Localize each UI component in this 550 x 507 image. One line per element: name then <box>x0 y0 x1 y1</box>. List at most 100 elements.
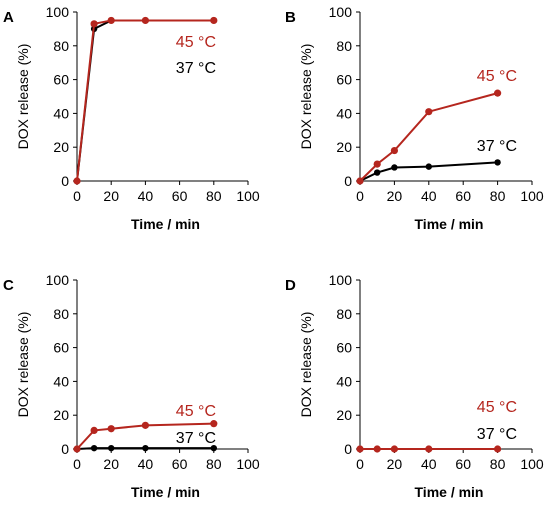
data-point <box>210 420 218 428</box>
data-point <box>356 177 364 185</box>
y-tick-label: 60 <box>336 340 352 356</box>
data-point <box>107 425 115 433</box>
y-tick-label: 100 <box>46 272 70 288</box>
y-tick-label: 20 <box>336 407 352 423</box>
x-tick-label: 60 <box>455 456 471 472</box>
series-37c <box>356 159 501 185</box>
y-axis-title: DOX release (%) <box>15 312 31 418</box>
y-axis-title: DOX release (%) <box>15 44 31 150</box>
panel-a: A 0 20 40 60 80 100 0 20 40 60 80 100 Time / min DOX r… <box>3 4 260 232</box>
data-point <box>90 444 98 452</box>
data-point <box>107 16 115 25</box>
x-axis-title: Time / min <box>415 216 484 232</box>
data-point <box>210 16 218 25</box>
series-label-37c: 37 °C <box>176 60 216 77</box>
x-tick-label: 0 <box>356 456 364 472</box>
data-point <box>494 445 502 453</box>
x-tick-label: 20 <box>103 188 119 204</box>
x-axis-title: Time / min <box>131 484 200 500</box>
x-tick-label: 80 <box>206 456 222 472</box>
y-tick-label: 80 <box>336 38 352 54</box>
x-tick-label: 100 <box>236 456 260 472</box>
y-tick-label: 80 <box>336 306 352 322</box>
data-point <box>494 89 502 97</box>
y-tick-label: 40 <box>336 105 352 121</box>
x-tick-label: 100 <box>520 188 544 204</box>
y-tick-label: 40 <box>53 373 69 389</box>
series-45c <box>73 16 218 185</box>
y-tick-label: 0 <box>344 173 352 189</box>
data-point <box>425 445 433 453</box>
y-tick-label: 20 <box>53 139 69 155</box>
series-label-37c: 37 °C <box>176 430 216 447</box>
x-tick-label: 60 <box>172 456 188 472</box>
y-tick-label: 60 <box>53 72 69 88</box>
series-45c <box>356 445 502 453</box>
y-tick-label: 40 <box>336 373 352 389</box>
x-axis-title: Time / min <box>415 484 484 500</box>
y-tick-label: 100 <box>329 272 353 288</box>
x-tick-label: 60 <box>455 188 471 204</box>
y-tick-label: 0 <box>61 173 69 189</box>
data-point <box>73 177 81 185</box>
y-axis-title: DOX release (%) <box>298 44 314 150</box>
x-tick-label: 40 <box>421 188 437 204</box>
series-label-45c: 45 °C <box>176 403 216 420</box>
x-tick-label: 20 <box>387 456 403 472</box>
x-tick-label: 40 <box>421 456 437 472</box>
panel-letter: C <box>3 277 14 294</box>
data-point <box>90 20 98 28</box>
data-point <box>141 421 149 429</box>
data-point <box>390 445 398 453</box>
data-point <box>90 426 98 435</box>
x-tick-label: 60 <box>172 188 188 204</box>
x-tick-label: 80 <box>490 456 506 472</box>
x-tick-label: 80 <box>490 188 506 204</box>
x-tick-label: 80 <box>206 188 222 204</box>
panel-letter: B <box>285 9 296 26</box>
series-45c <box>73 420 218 453</box>
x-tick-label: 0 <box>73 188 81 204</box>
series-label-37c: 37 °C <box>477 426 517 443</box>
series-37c <box>73 444 217 453</box>
data-point <box>425 163 432 170</box>
y-tick-label: 20 <box>336 139 352 155</box>
x-tick-label: 0 <box>356 188 364 204</box>
data-point <box>390 146 398 155</box>
y-tick-label: 100 <box>46 4 70 20</box>
panel-c: C 0 20 40 60 80 100 0 20 40 60 80 100 Time / min DOX r… <box>3 272 260 500</box>
panel-letter: A <box>3 9 14 26</box>
series-label-37c: 37 °C <box>477 138 517 155</box>
data-point <box>141 16 149 25</box>
y-axis-title: DOX release (%) <box>298 312 314 418</box>
y-tick-label: 80 <box>53 38 69 54</box>
x-tick-label: 100 <box>236 188 260 204</box>
y-tick-label: 60 <box>336 72 352 88</box>
panel-letter: D <box>285 277 296 294</box>
series-label-45c: 45 °C <box>176 34 216 51</box>
data-point <box>373 445 381 453</box>
x-tick-label: 40 <box>138 456 154 472</box>
data-point <box>373 160 381 168</box>
x-tick-label: 20 <box>103 456 119 472</box>
series-label-45c: 45 °C <box>477 68 517 85</box>
data-point <box>374 169 381 176</box>
x-axis-title: Time / min <box>131 216 200 232</box>
series-label-45c: 45 °C <box>477 399 517 416</box>
data-point <box>142 444 149 452</box>
data-point <box>210 444 217 452</box>
x-tick-label: 40 <box>138 188 154 204</box>
x-tick-label: 0 <box>73 456 81 472</box>
y-tick-label: 20 <box>53 407 69 423</box>
data-point <box>425 108 433 116</box>
data-point <box>356 445 364 453</box>
series-45c <box>356 89 502 185</box>
data-point <box>108 444 115 452</box>
y-tick-label: 0 <box>61 441 69 457</box>
data-point <box>391 164 398 171</box>
panel-b: B 0 20 40 60 80 100 0 20 40 60 80 100 Time / min DOX r… <box>285 4 544 232</box>
data-point <box>73 445 81 453</box>
y-tick-label: 40 <box>53 105 69 121</box>
y-tick-label: 100 <box>329 4 353 20</box>
